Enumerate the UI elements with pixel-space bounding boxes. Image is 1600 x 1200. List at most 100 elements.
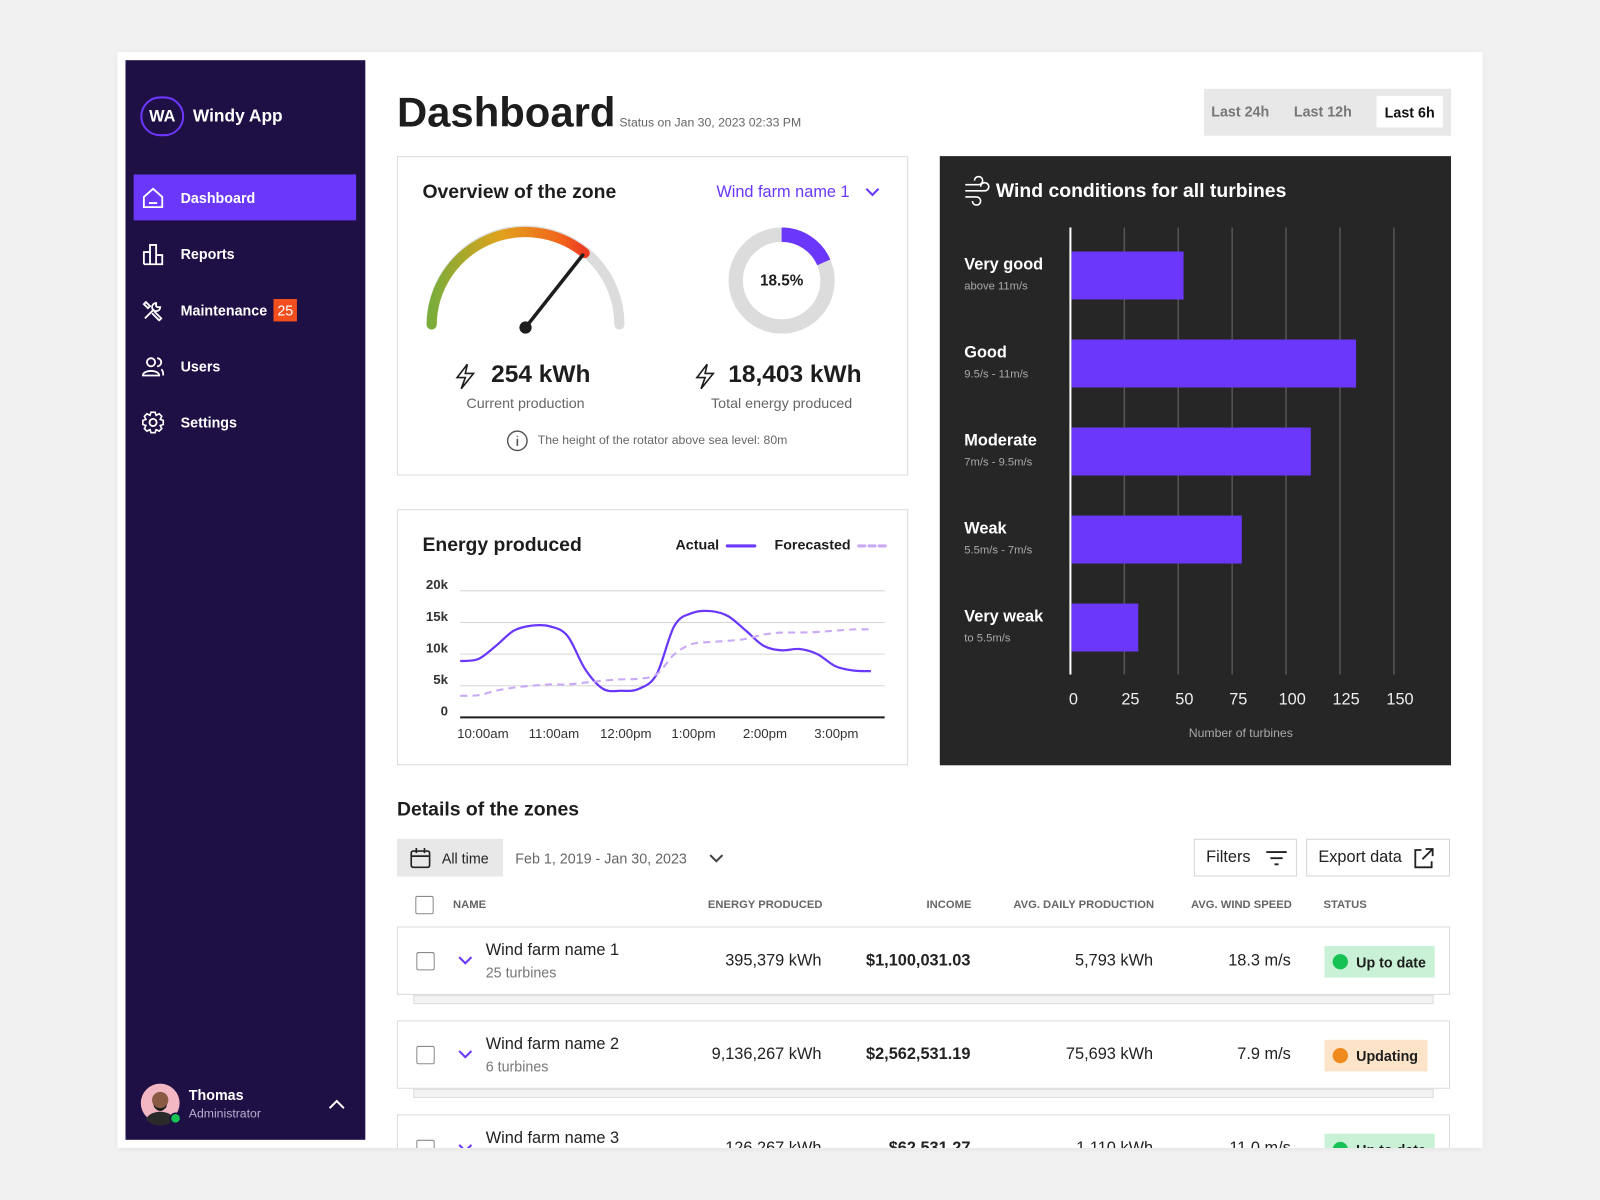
period-label: All time xyxy=(441,849,489,866)
nav-item[interactable]: Dashboard xyxy=(133,174,357,221)
x-tick-label: 25 xyxy=(1121,690,1139,708)
logo-ring xyxy=(140,96,185,137)
user-role: Administrator xyxy=(188,1106,261,1121)
select-chevron[interactable] xyxy=(865,188,880,197)
wind-speed: 7.9 m/s xyxy=(1237,1045,1291,1064)
status-label: Updating xyxy=(1356,1047,1419,1064)
row-expand[interactable] xyxy=(457,954,473,966)
line-series xyxy=(460,609,871,693)
card-title: Energy produced xyxy=(422,534,581,556)
category-subtitle: 7m/s - 9.5m/s xyxy=(964,457,1032,469)
table-row: Wind farm name 3 126,267 kWh $62,531.27 … xyxy=(396,1114,1451,1158)
export-icon xyxy=(1414,847,1434,868)
donut-label: 18.5% xyxy=(760,273,804,290)
user-name: Thomas xyxy=(188,1086,244,1104)
stat-label: Total energy produced xyxy=(711,396,852,412)
daily-production: 5,793 kWh xyxy=(1075,952,1154,970)
range-tab-active[interactable]: Last 6h xyxy=(1376,95,1443,128)
status-pill: Updating xyxy=(1324,1039,1428,1072)
period-button[interactable]: All time xyxy=(396,838,504,877)
nav-label: Users xyxy=(180,357,221,374)
note: The height of the rotator above sea leve… xyxy=(538,433,788,447)
date-chevron[interactable] xyxy=(707,851,725,865)
row-stack xyxy=(413,1088,1434,1098)
energy: 395,379 kWh xyxy=(725,952,822,970)
category-label: Moderate xyxy=(964,432,1037,450)
nav-label: Reports xyxy=(180,245,235,262)
icon-reports xyxy=(142,243,164,265)
current-production: 254 kWh xyxy=(491,361,590,388)
farm-name: Wind farm name 2 xyxy=(485,1035,620,1054)
wind-speed: 11.0 m/s xyxy=(1229,1139,1291,1158)
status-label: Up to date xyxy=(1356,953,1426,970)
status-label: Up to date xyxy=(1356,1141,1426,1158)
farm-name: Wind farm name 3 xyxy=(485,1129,620,1147)
row-checkbox[interactable] xyxy=(416,952,435,971)
column-header: AVG. WIND SPEED xyxy=(1191,898,1292,912)
category-subtitle: above 11m/s xyxy=(964,281,1028,293)
nav-item[interactable]: Users xyxy=(134,343,356,389)
app-name: Windy App xyxy=(192,106,283,126)
row-expand[interactable] xyxy=(457,1142,473,1154)
avatar xyxy=(140,1083,182,1126)
nav-item[interactable]: Settings xyxy=(134,399,356,445)
status-dot xyxy=(1332,954,1348,970)
y-tick-label: 15k xyxy=(426,609,449,624)
row-checkbox[interactable] xyxy=(416,1139,435,1148)
card-title: Overview of the zone xyxy=(422,181,616,203)
date-range[interactable]: Feb 1, 2019 - Jan 30, 2023 xyxy=(515,850,687,867)
range-tab[interactable]: Last 12h xyxy=(1293,103,1352,120)
column-header: ENERGY PRODUCED xyxy=(707,898,823,912)
nav-label: Settings xyxy=(180,413,237,431)
bolt-icon xyxy=(695,363,715,390)
range-tab[interactable]: Last 24h xyxy=(1211,103,1270,120)
gauge-fill xyxy=(426,226,590,330)
category-subtitle: 5.5m/s - 7m/s xyxy=(964,545,1032,557)
user-menu-toggle[interactable] xyxy=(328,1097,346,1111)
status-text: Status on Jan 30, 2023 02:33 PM xyxy=(619,115,802,130)
category-label: Very good xyxy=(964,256,1043,274)
row-checkbox[interactable] xyxy=(416,1045,435,1065)
bar xyxy=(1071,339,1357,388)
line-series xyxy=(460,628,871,697)
legend-label: Forecasted xyxy=(774,538,850,554)
nav-item[interactable]: Reports xyxy=(134,231,356,277)
row-stack xyxy=(413,994,1434,1005)
x-tick-label: 100 xyxy=(1279,690,1306,708)
x-tick-label: 125 xyxy=(1332,690,1359,708)
farm-select[interactable]: Wind farm name 1 xyxy=(716,183,849,201)
icon-home xyxy=(142,187,164,208)
donut-track xyxy=(728,227,835,334)
x-axis-title: Number of turbines xyxy=(1189,726,1293,740)
turbine-count: 6 turbines xyxy=(485,1058,549,1075)
daily-production: 1,110 kWh xyxy=(1076,1139,1154,1158)
x-tick-label: 150 xyxy=(1386,690,1413,708)
nav-label: Maintenance xyxy=(180,301,268,318)
farm-name: Wind farm name 1 xyxy=(485,941,620,960)
category-subtitle: to 5.5m/s xyxy=(964,633,1011,645)
category-subtitle: 9.5/s - 11m/s xyxy=(964,369,1028,381)
info-icon xyxy=(506,430,528,452)
calendar-icon xyxy=(410,847,431,868)
income: $62,531.27 xyxy=(888,1139,971,1158)
energy: 9,136,267 kWh xyxy=(711,1045,822,1064)
select-all[interactable] xyxy=(415,895,434,915)
filter-icon xyxy=(1265,850,1287,865)
icon-settings xyxy=(142,410,165,433)
filters-button[interactable]: Filters xyxy=(1193,838,1297,877)
bar xyxy=(1071,427,1311,476)
x-tick-label: 75 xyxy=(1229,690,1247,708)
icon-maintenance xyxy=(142,300,163,321)
category-label: Good xyxy=(964,344,1007,362)
energy-card: Energy produced 0 5k 10k 15k 20k 10:00am 11:00… xyxy=(396,509,909,766)
row-expand[interactable] xyxy=(457,1048,473,1060)
bolt-icon xyxy=(455,363,476,390)
category-label: Weak xyxy=(964,520,1007,538)
total-energy: 18,403 kWh xyxy=(728,361,861,388)
y-tick-label: 5k xyxy=(433,672,448,687)
export-button[interactable]: Export data xyxy=(1306,838,1451,877)
nav-item[interactable]: Maintenance 25 xyxy=(134,287,356,333)
